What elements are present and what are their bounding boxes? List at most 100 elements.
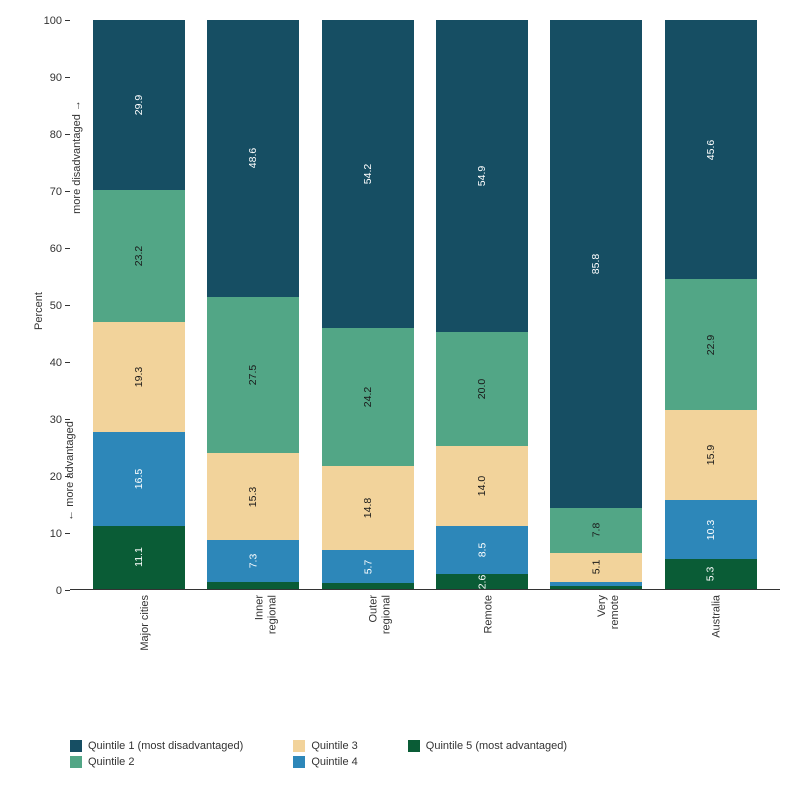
- bar-segment-q3: 14.8: [322, 466, 414, 550]
- y-tick-label: 80: [50, 129, 62, 141]
- y-axis-title: Percent: [33, 292, 45, 330]
- segment-value-label: 14.0: [476, 476, 488, 496]
- bar: 5.3 10.3 15.9 22.9 45.6: [665, 20, 757, 589]
- bar-segment-q5: 2.6: [436, 574, 528, 589]
- segment-value-label: 11.1: [133, 548, 145, 568]
- segment-value-label: 15.9: [705, 445, 717, 465]
- y-tick-label: 10: [50, 528, 62, 540]
- bar-segment-q4: [550, 582, 642, 586]
- segment-value-label: 2.6: [476, 574, 488, 589]
- legend-item: Quintile 4: [293, 756, 357, 768]
- segment-value-label: 45.6: [705, 140, 717, 160]
- y-tick-label: 20: [50, 471, 62, 483]
- bar-segment-q4: 8.5: [436, 526, 528, 574]
- bar: 11.1 16.5 19.3 23.2 29.9: [93, 20, 185, 589]
- bar-segment-q5: [550, 586, 642, 589]
- segment-value-label: 7.8: [590, 523, 602, 538]
- segment-value-label: 7.3: [247, 554, 259, 569]
- bar-segment-q1: 54.2: [322, 20, 414, 328]
- legend-item: Quintile 3: [293, 740, 357, 752]
- bar-segment-q3: 14.0: [436, 446, 528, 526]
- segment-value-label: 22.9: [705, 334, 717, 354]
- legend: Quintile 1 (most disadvantaged) Quintile …: [70, 740, 780, 768]
- y-tick-label: 40: [50, 357, 62, 369]
- segment-value-label: 20.0: [476, 379, 488, 399]
- legend-swatch: [293, 740, 305, 752]
- segment-value-label: 16.5: [133, 469, 145, 489]
- bar-segment-q5: [207, 582, 299, 589]
- segment-value-label: 19.3: [133, 367, 145, 387]
- x-axis-labels: Major citiesInner regionalOuter regional…: [70, 595, 780, 621]
- bar: 5.7 14.8 24.2 54.2: [322, 20, 414, 589]
- bar-segment-q4: 16.5: [93, 432, 185, 526]
- bar-segment-q4: 10.3: [665, 500, 757, 559]
- bar: 7.3 15.3 27.5 48.6: [207, 20, 299, 589]
- legend-label: Quintile 4: [311, 756, 357, 768]
- segment-value-label: 24.2: [362, 387, 374, 407]
- x-axis-category-label: Major cities: [139, 595, 152, 651]
- y-tick-label: 90: [50, 72, 62, 84]
- y-tick-label: 60: [50, 243, 62, 255]
- bar-segment-q2: 23.2: [93, 190, 185, 322]
- bar-segment-q5: 5.3: [665, 559, 757, 589]
- legend-item: Quintile 5 (most advantaged): [408, 740, 567, 752]
- bar-segment-q1: 45.6: [665, 20, 757, 279]
- segment-value-label: 48.6: [247, 148, 259, 168]
- bar-segment-q2: 22.9: [665, 279, 757, 409]
- x-axis-category-label: Outer regional: [368, 595, 394, 634]
- legend-label: Quintile 2: [88, 756, 134, 768]
- segment-value-label: 85.8: [590, 254, 602, 274]
- bars-group: 11.1 16.5 19.3 23.2 29.9 7.3 15.3 27.5 48.6 5.7 14…: [70, 20, 780, 589]
- y-tick-label: 70: [50, 186, 62, 198]
- bar-segment-q4: 7.3: [207, 540, 299, 582]
- legend-swatch: [293, 756, 305, 768]
- bar-segment-q1: 85.8: [550, 20, 642, 508]
- legend-swatch: [408, 740, 420, 752]
- bar-segment-q3: 15.9: [665, 410, 757, 500]
- segment-value-label: 54.2: [362, 164, 374, 184]
- bar-segment-q3: 15.3: [207, 453, 299, 540]
- plot-area: 11.1 16.5 19.3 23.2 29.9 7.3 15.3 27.5 48.6 5.7 14…: [70, 20, 780, 590]
- bar-segment-q2: 24.2: [322, 328, 414, 466]
- bar-segment-q2: 27.5: [207, 297, 299, 453]
- y-tick-label: 30: [50, 414, 62, 426]
- segment-value-label: 10.3: [705, 519, 717, 539]
- y-tick-label: 0: [56, 585, 62, 597]
- x-axis-category-label: Australia: [711, 595, 724, 638]
- bar-segment-q2: 7.8: [550, 508, 642, 552]
- legend-label: Quintile 5 (most advantaged): [426, 740, 567, 752]
- legend-item: Quintile 2: [70, 756, 243, 768]
- bar: 2.6 8.5 14.0 20.0 54.9: [436, 20, 528, 589]
- segment-value-label: 5.3: [705, 567, 717, 582]
- bar: 5.1 7.8 85.8: [550, 20, 642, 589]
- legend-swatch: [70, 756, 82, 768]
- segment-value-label: 8.5: [476, 543, 488, 558]
- legend-swatch: [70, 740, 82, 752]
- y-axis: 0102030405060708090100← more advantagedP…: [0, 0, 70, 800]
- bar-segment-q1: 48.6: [207, 20, 299, 297]
- legend-label: Quintile 3: [311, 740, 357, 752]
- segment-value-label: 14.8: [362, 498, 374, 518]
- x-axis-category-label: Remote: [482, 595, 495, 634]
- y-tick-label: 100: [44, 15, 62, 27]
- segment-value-label: 23.2: [133, 246, 145, 266]
- segment-value-label: 15.3: [247, 486, 259, 506]
- bar-segment-q3: 19.3: [93, 322, 185, 432]
- legend-label: Quintile 1 (most disadvantaged): [88, 740, 243, 752]
- stacked-bar-chart: 0102030405060708090100← more advantagedP…: [0, 0, 800, 800]
- bar-segment-q4: 5.7: [322, 550, 414, 582]
- segment-value-label: 29.9: [133, 95, 145, 115]
- x-axis-category-label: Inner regional: [253, 595, 279, 634]
- bar-segment-q2: 20.0: [436, 332, 528, 446]
- segment-value-label: 5.1: [590, 560, 602, 575]
- bar-segment-q1: 29.9: [93, 20, 185, 190]
- x-axis-category-label: Very remote: [596, 595, 622, 629]
- bar-segment-q3: 5.1: [550, 553, 642, 582]
- y-tick-label: 50: [50, 300, 62, 312]
- bar-segment-q5: 11.1: [93, 526, 185, 589]
- segment-value-label: 54.9: [476, 166, 488, 186]
- bar-segment-q1: 54.9: [436, 20, 528, 332]
- segment-value-label: 27.5: [247, 365, 259, 385]
- segment-value-label: 5.7: [362, 559, 374, 574]
- legend-item: Quintile 1 (most disadvantaged): [70, 740, 243, 752]
